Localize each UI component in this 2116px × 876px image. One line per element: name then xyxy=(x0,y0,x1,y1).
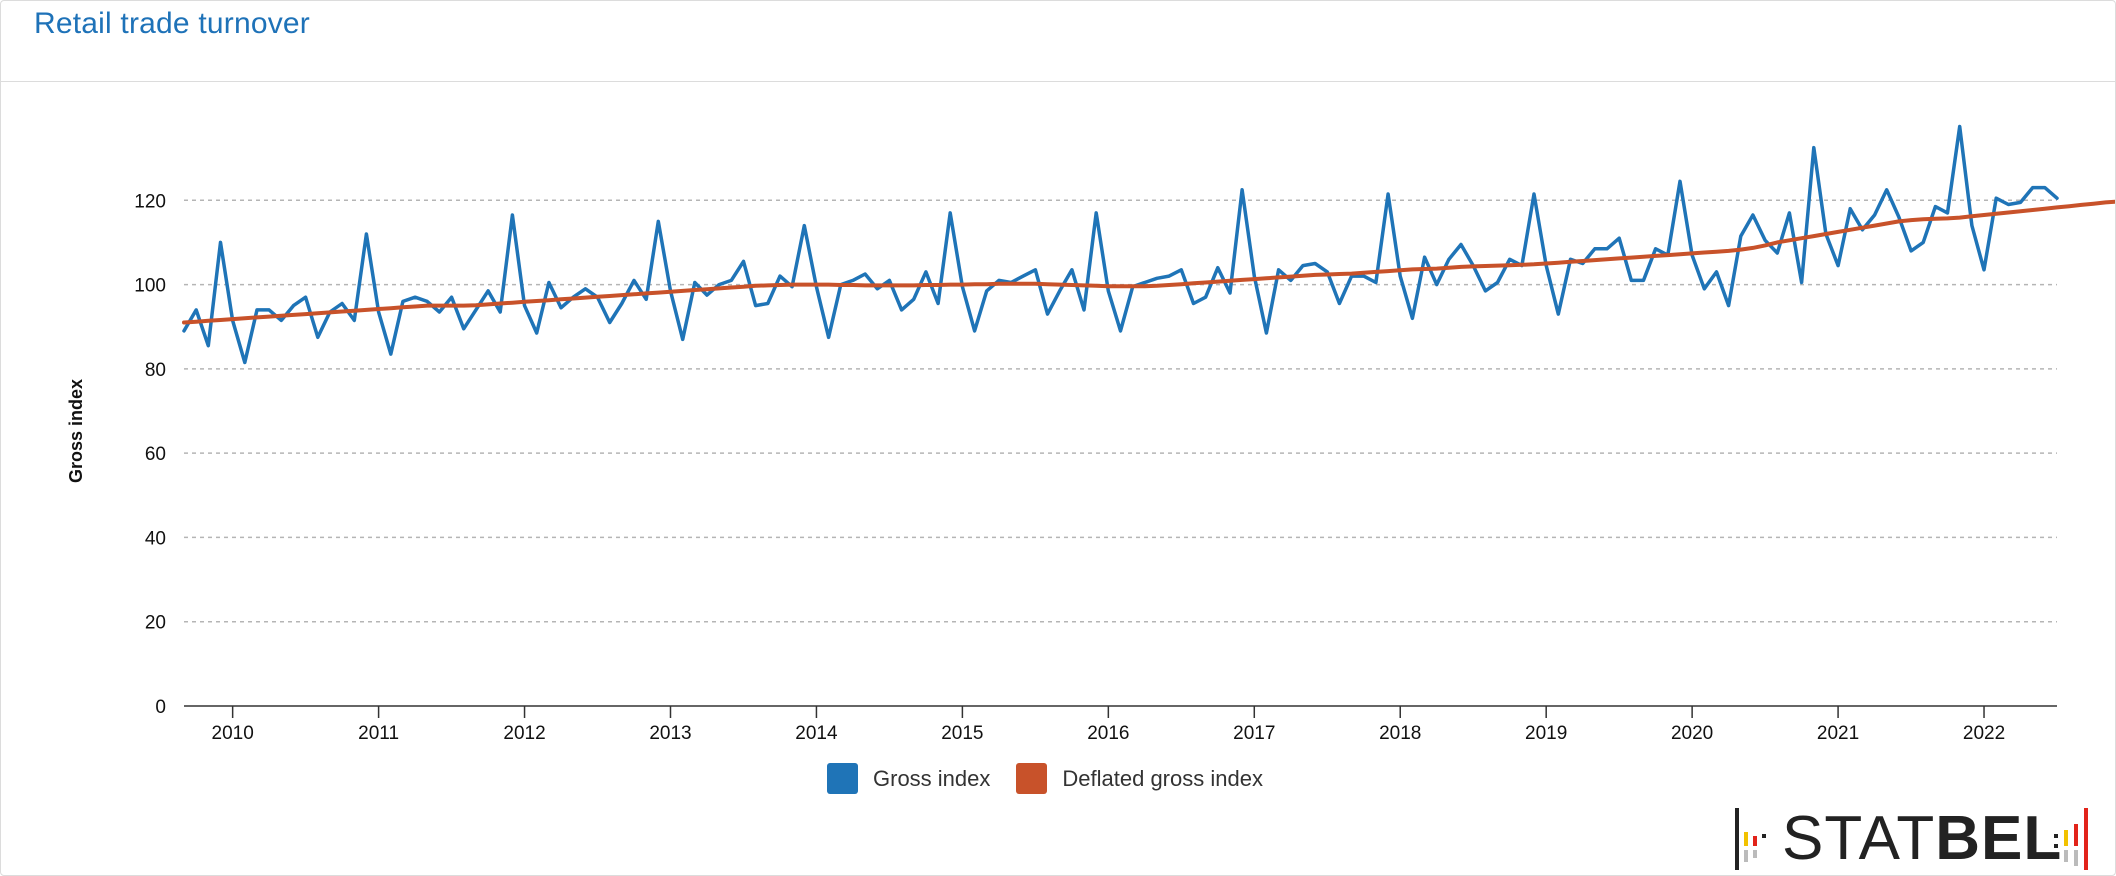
series-line-deflated-gross-index xyxy=(182,199,2115,325)
y-tick-label-0: 0 xyxy=(155,697,166,718)
x-tick-label-2011: 2011 xyxy=(358,723,399,744)
x-tick-label-2020: 2020 xyxy=(1671,723,1713,744)
legend: Gross index Deflated gross index xyxy=(827,763,1289,794)
legend-swatch-gross-index xyxy=(827,763,858,794)
x-tick-label-2014: 2014 xyxy=(795,723,838,744)
logo-mark-right-icon xyxy=(2054,808,2088,870)
x-tick-label-2010: 2010 xyxy=(212,723,254,744)
y-tick-label-60: 60 xyxy=(145,444,166,465)
x-tick-label-2016: 2016 xyxy=(1087,723,1129,744)
series-layer xyxy=(182,124,2115,365)
x-tick-label-2021: 2021 xyxy=(1817,723,1859,744)
logo-wordmark: STATBEL xyxy=(1782,804,2063,873)
statbel-logo: STATBEL xyxy=(1734,804,2096,874)
x-tick-label-2022: 2022 xyxy=(1963,723,2005,744)
axis-layer: 0 20 40 60 80 100 120 2010 2011 2012 2013 2014 2015 2… xyxy=(134,191,2057,744)
x-tick-label-2013: 2013 xyxy=(649,723,691,744)
y-axis-title: Gross index xyxy=(66,379,86,483)
x-tick-label-2019: 2019 xyxy=(1525,723,1567,744)
x-tick-label-2012: 2012 xyxy=(503,723,545,744)
y-tick-label-40: 40 xyxy=(145,528,166,549)
chart-title: Retail trade turnover xyxy=(34,7,311,40)
y-tick-label-20: 20 xyxy=(145,613,166,634)
title-divider xyxy=(1,81,2115,82)
legend-label-gross-index: Gross index xyxy=(873,765,991,791)
legend-label-deflated-gross-index: Deflated gross index xyxy=(1062,765,1263,791)
y-tick-label-120: 120 xyxy=(134,191,166,212)
y-tick-label-100: 100 xyxy=(134,276,166,297)
grid-layer xyxy=(184,199,2057,623)
legend-item-gross-index[interactable]: Gross index xyxy=(827,763,990,794)
y-tick-label-80: 80 xyxy=(145,360,166,381)
logo-mark-left-icon xyxy=(1735,808,1766,870)
legend-item-deflated-gross-index[interactable]: Deflated gross index xyxy=(1016,763,1263,794)
legend-swatch-deflated-gross-index xyxy=(1016,763,1048,794)
x-tick-label-2017: 2017 xyxy=(1233,723,1275,744)
x-tick-label-2018: 2018 xyxy=(1379,723,1421,744)
x-tick-label-2015: 2015 xyxy=(941,723,983,744)
